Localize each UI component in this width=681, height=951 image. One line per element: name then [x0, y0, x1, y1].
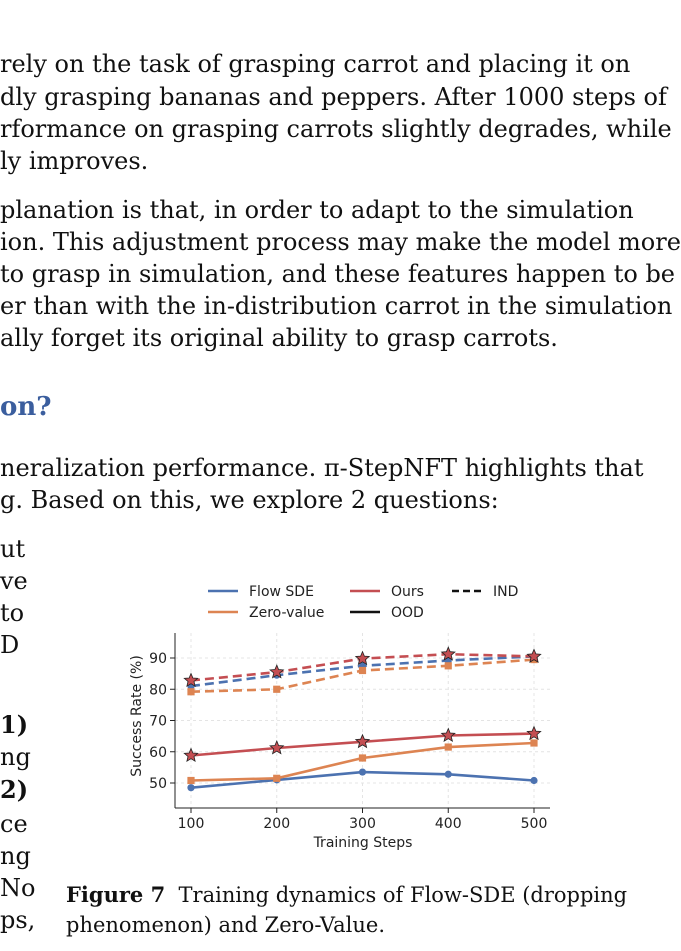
- series-flow-sde-ood: [187, 768, 538, 792]
- y-tick-label: 70: [149, 714, 167, 730]
- x-tick-label: 200: [263, 816, 290, 832]
- para3-line-2: g. Based on this, we explore 2 questions…: [0, 486, 499, 514]
- figure-caption-line-2: phenomenon) and Zero-Value.: [66, 913, 385, 937]
- legend-label: IND: [493, 584, 518, 600]
- y-tick-label: 90: [149, 651, 167, 667]
- data-point: [354, 733, 371, 749]
- x-tick-label: 500: [521, 816, 548, 832]
- data-point: [440, 727, 456, 743]
- data-point: [444, 743, 452, 751]
- data-point: [444, 770, 452, 778]
- data-point: [273, 685, 281, 693]
- legend-label: OOD: [391, 605, 424, 621]
- data-point: [358, 666, 367, 675]
- figure-caption: Figure 7 Training dynamics of Flow-SDE (…: [66, 881, 627, 909]
- data-point: [526, 725, 542, 741]
- figure-caption-label: Figure 7: [66, 882, 166, 907]
- legend-item-zero-value: Zero-value: [208, 605, 324, 621]
- training-dynamics-chart: Flow SDE Ours IND Zero-value OOD 50 60 70 80 90 1…: [129, 584, 550, 851]
- x-tick-label: 100: [178, 816, 205, 832]
- para3-line-1: neralization performance. π-StepNFT high…: [0, 454, 644, 482]
- left-fragment: No: [0, 874, 36, 902]
- y-tick-label: 60: [149, 745, 167, 761]
- y-tick-label: 50: [149, 776, 167, 792]
- data-point: [358, 754, 367, 762]
- legend-label: Flow SDE: [249, 584, 314, 600]
- left-fragment: 1): [0, 710, 29, 739]
- para1-line-4: ly improves.: [0, 147, 149, 175]
- x-axis-label: Training Steps: [313, 835, 413, 851]
- data-point: [187, 776, 195, 785]
- series-ours-ind: [183, 646, 542, 688]
- chart-series: [183, 646, 542, 792]
- legend-label: Zero-value: [249, 605, 324, 621]
- data-point: [444, 662, 452, 670]
- legend-item-ours: Ours: [350, 584, 424, 600]
- chart-legend: Flow SDE Ours IND Zero-value OOD: [208, 584, 518, 621]
- left-fragment: ut: [0, 535, 26, 563]
- chart-axes: 50 60 70 80 90 100 200 300 400 500: [149, 633, 550, 832]
- para2-line-1: planation is that, in order to adapt to …: [0, 196, 634, 224]
- y-tick-label: 80: [149, 682, 167, 698]
- para2-line-3: to grasp in simulation, and these featur…: [0, 260, 676, 288]
- para1-line-3: rformance on grasping carrots slightly d…: [0, 115, 672, 143]
- data-point: [358, 768, 367, 776]
- left-fragment: ng: [0, 842, 31, 870]
- legend-item-ood: OOD: [350, 605, 424, 621]
- data-point: [183, 747, 199, 763]
- left-fragment: 2): [0, 775, 29, 804]
- data-point: [187, 688, 195, 696]
- data-point: [269, 664, 285, 679]
- left-fragment: D: [0, 631, 20, 659]
- data-point: [354, 650, 371, 666]
- left-fragment: to: [0, 599, 25, 627]
- x-tick-label: 400: [435, 816, 462, 832]
- left-fragment: ve: [0, 567, 28, 595]
- data-point: [530, 739, 538, 747]
- data-point: [273, 774, 281, 782]
- left-fragment: ce: [0, 810, 28, 838]
- para2-line-4: er than with the in-distribution carrot …: [0, 292, 673, 320]
- y-axis-label: Success Rate (%): [129, 655, 145, 777]
- data-point: [530, 776, 538, 785]
- legend-item-ind: IND: [452, 584, 518, 600]
- legend-item-flow-sde: Flow SDE: [208, 584, 314, 600]
- x-tick-label: 300: [349, 816, 376, 832]
- figure-caption-text-1: Training dynamics of Flow-SDE (dropping: [178, 883, 628, 907]
- para2-line-5: ally forget its original ability to gras…: [0, 324, 558, 352]
- para2-line-2: ion. This adjustment process may make th…: [0, 228, 681, 256]
- data-point: [440, 646, 456, 661]
- data-point: [183, 672, 199, 688]
- data-point: [269, 739, 285, 755]
- section-heading: on?: [0, 392, 52, 422]
- para1-line-1: rely on the task of grasping carrot and …: [0, 50, 631, 78]
- series-zero-value-ood: [187, 739, 538, 785]
- para1-line-2: dly grasping bananas and peppers. After …: [0, 83, 667, 111]
- legend-label: Ours: [391, 584, 424, 600]
- series-ours-ood: [183, 725, 542, 763]
- left-fragment: ps,: [0, 906, 36, 934]
- left-fragment: ng: [0, 743, 31, 771]
- data-point: [187, 784, 195, 792]
- data-point: [526, 648, 542, 663]
